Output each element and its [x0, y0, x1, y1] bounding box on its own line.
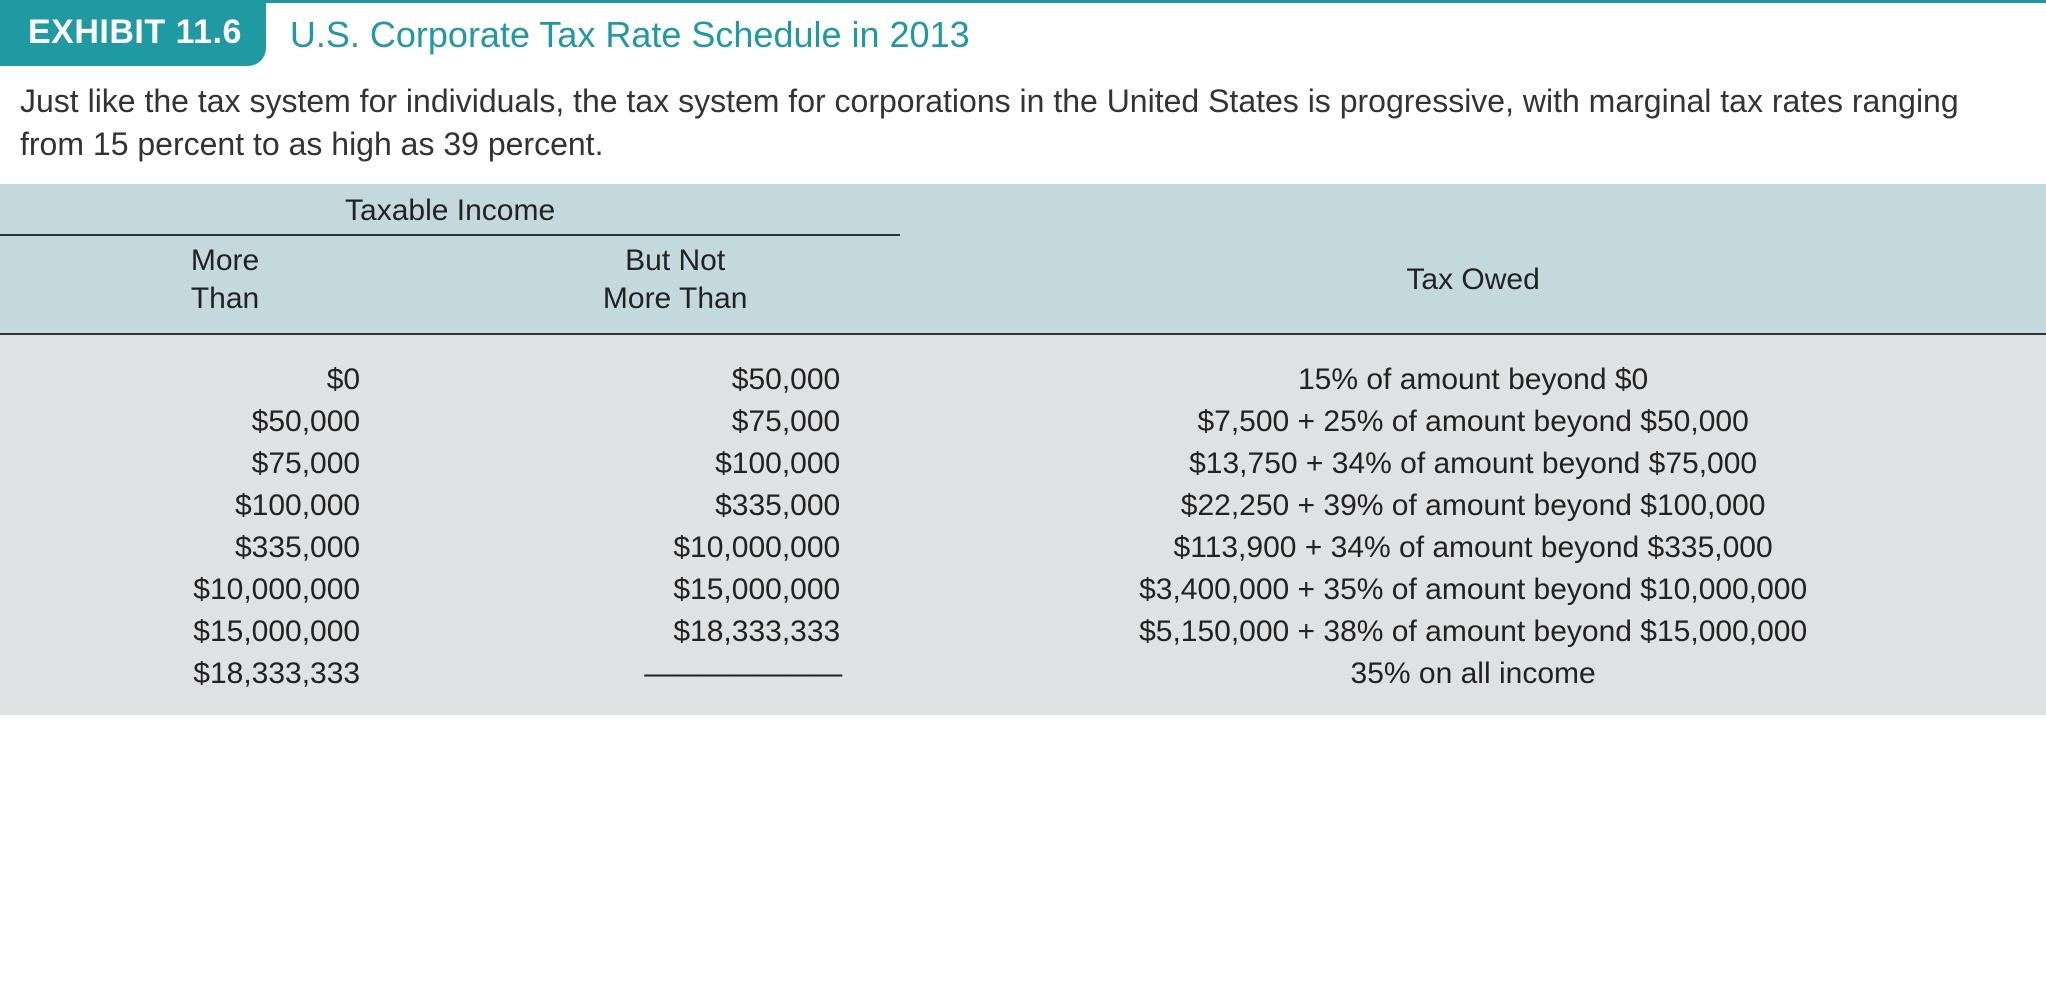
cell-more-than: $50,000: [0, 401, 450, 443]
table-row: $15,000,000 $18,333,333 $5,150,000 + 38%…: [0, 611, 2046, 653]
cell-more-than: $0: [0, 334, 450, 401]
exhibit-caption: Just like the tax system for individuals…: [0, 66, 2046, 184]
cell-tax-owed: $7,500 + 25% of amount beyond $50,000: [900, 401, 2046, 443]
cell-more-than: $15,000,000: [0, 611, 450, 653]
col-header-more-than: More Than: [0, 235, 450, 334]
cell-not-more-than: $18,333,333: [450, 611, 900, 653]
exhibit-header: EXHIBIT 11.6 U.S. Corporate Tax Rate Sch…: [0, 3, 2046, 66]
table-row: $10,000,000 $15,000,000 $3,400,000 + 35%…: [0, 569, 2046, 611]
col-header-not-more-line2: More Than: [603, 282, 748, 315]
table-row: $100,000 $335,000 $22,250 + 39% of amoun…: [0, 485, 2046, 527]
cell-tax-owed: $22,250 + 39% of amount beyond $100,000: [900, 485, 2046, 527]
col-header-more-than-line1: More: [191, 244, 259, 277]
cell-tax-owed: 15% of amount beyond $0: [900, 334, 2046, 401]
cell-more-than: $75,000: [0, 443, 450, 485]
cell-tax-owed: $13,750 + 34% of amount beyond $75,000: [900, 443, 2046, 485]
cell-more-than: $10,000,000: [0, 569, 450, 611]
table-row: $50,000 $75,000 $7,500 + 25% of amount b…: [0, 401, 2046, 443]
cell-not-more-than: $75,000: [450, 401, 900, 443]
cell-more-than: $18,333,333: [0, 653, 450, 715]
cell-tax-owed: $3,400,000 + 35% of amount beyond $10,00…: [900, 569, 2046, 611]
tax-rate-table: Taxable Income More Than But Not More Th…: [0, 184, 2046, 715]
col-header-tax-owed: Tax Owed: [900, 235, 2046, 334]
col-header-more-than-line2: Than: [191, 282, 259, 315]
col-header-not-more-line1: But Not: [625, 244, 725, 277]
cell-not-more-than: $15,000,000: [450, 569, 900, 611]
cell-not-more-than: $100,000: [450, 443, 900, 485]
cell-more-than: $100,000: [0, 485, 450, 527]
cell-tax-owed: $5,150,000 + 38% of amount beyond $15,00…: [900, 611, 2046, 653]
table-row: $18,333,333 ——————— 35% on all income: [0, 653, 2046, 715]
cell-not-more-than: $50,000: [450, 334, 900, 401]
cell-not-more-than: $335,000: [450, 485, 900, 527]
col-span-blank: [900, 184, 2046, 235]
cell-tax-owed: $113,900 + 34% of amount beyond $335,000: [900, 527, 2046, 569]
exhibit-title: U.S. Corporate Tax Rate Schedule in 2013: [266, 14, 970, 56]
tax-table-body: $0 $50,000 15% of amount beyond $0 $50,0…: [0, 334, 2046, 715]
table-row: $0 $50,000 15% of amount beyond $0: [0, 334, 2046, 401]
table-row: $335,000 $10,000,000 $113,900 + 34% of a…: [0, 527, 2046, 569]
cell-not-more-than-blank: ———————: [450, 653, 900, 715]
col-header-not-more-than: But Not More Than: [450, 235, 900, 334]
exhibit-badge: EXHIBIT 11.6: [0, 3, 266, 66]
table-row: $75,000 $100,000 $13,750 + 34% of amount…: [0, 443, 2046, 485]
cell-not-more-than: $10,000,000: [450, 527, 900, 569]
cell-tax-owed: 35% on all income: [900, 653, 2046, 715]
cell-more-than: $335,000: [0, 527, 450, 569]
col-span-taxable-income: Taxable Income: [0, 184, 900, 235]
exhibit-container: EXHIBIT 11.6 U.S. Corporate Tax Rate Sch…: [0, 0, 2046, 715]
